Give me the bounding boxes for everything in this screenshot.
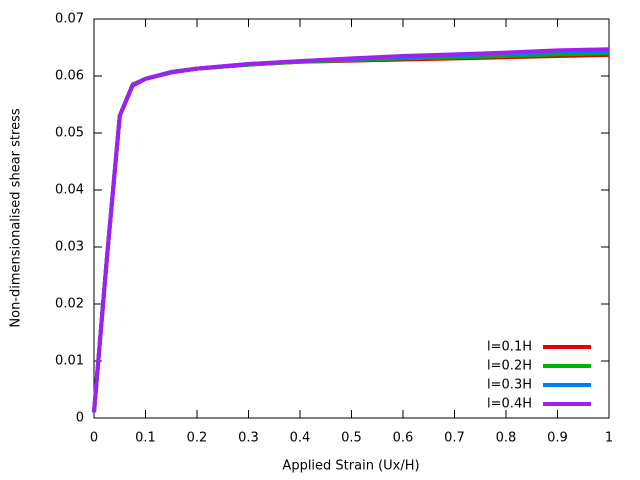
x-tick-label: 0.7	[444, 431, 465, 446]
x-tick-label: 0.6	[393, 431, 414, 446]
legend-label: l=0.1H	[487, 340, 532, 355]
y-tick-label: 0.07	[55, 12, 84, 27]
y-tick-label: 0.02	[55, 297, 84, 312]
legend-label: l=0.2H	[487, 359, 532, 374]
y-tick-label: 0.04	[55, 183, 84, 198]
x-tick-label: 0.3	[238, 431, 259, 446]
x-tick-label: 1	[605, 431, 613, 446]
y-tick-label: 0.05	[55, 126, 84, 141]
y-tick-label: 0.01	[55, 354, 84, 369]
y-tick-label: 0	[76, 411, 84, 426]
y-tick-label: 0.06	[55, 69, 84, 84]
x-tick-label: 0	[90, 431, 98, 446]
x-tick-label: 0.1	[135, 431, 156, 446]
series-line	[92, 47, 610, 413]
x-tick-label: 0.2	[187, 431, 208, 446]
x-tick-label: 0.9	[547, 431, 568, 446]
legend-label: l=0.3H	[487, 378, 532, 393]
x-tick-label: 0.8	[496, 431, 517, 446]
x-axis-label: Applied Strain (Ux/H)	[282, 459, 419, 474]
x-tick-label: 0.5	[341, 431, 362, 446]
y-tick-label: 0.03	[55, 240, 84, 255]
y-axis-label: Non-dimensionalised shear stress	[9, 108, 24, 327]
legend-label: l=0.4H	[487, 397, 532, 412]
x-tick-label: 0.4	[290, 431, 311, 446]
